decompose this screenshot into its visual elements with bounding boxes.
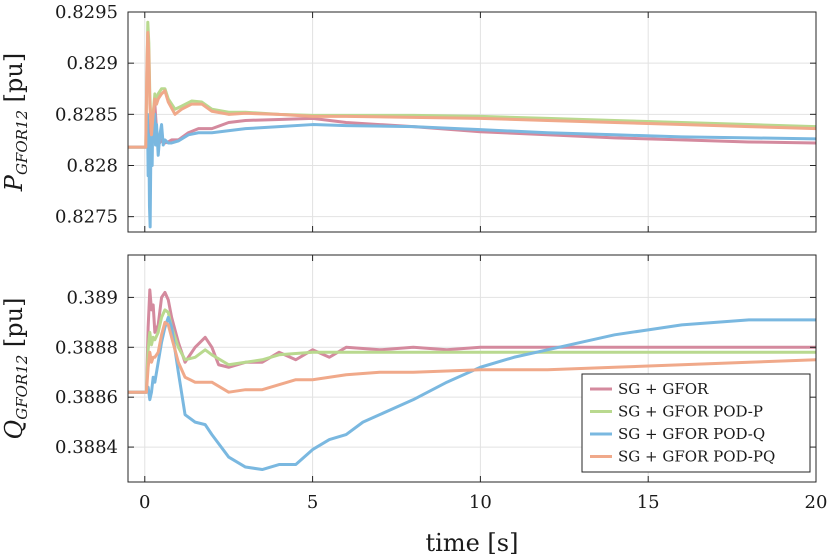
series-line-3 bbox=[128, 112, 816, 229]
legend-label: SG + GFOR bbox=[618, 380, 709, 398]
y-axis-label: QGFOR12 [pu] bbox=[0, 298, 31, 440]
y-tick-label: 0.3884 bbox=[55, 437, 118, 458]
legend-label: SG + GFOR POD-P bbox=[618, 403, 763, 421]
y-tick-label: 0.8295 bbox=[55, 2, 118, 23]
y-tick-label: 0.3888 bbox=[55, 337, 118, 358]
x-tick-label: 20 bbox=[805, 492, 828, 513]
x-axis-label: time [s] bbox=[426, 529, 519, 557]
series-line-2 bbox=[128, 308, 816, 394]
legend-label: SG + GFOR POD-PQ bbox=[618, 448, 775, 466]
axes-box bbox=[127, 254, 817, 483]
legend-box bbox=[581, 373, 811, 473]
series-line-1 bbox=[128, 288, 816, 394]
series-line-3 bbox=[128, 315, 816, 472]
series-line-4 bbox=[128, 320, 816, 394]
y-tick-label: 0.3886 bbox=[55, 387, 118, 408]
y-axis-label: PGFOR12 [pu] bbox=[0, 53, 31, 192]
chart-panel-1: 0.8275 0.828 0.8285 0.829 0.8295 PGFOR12 [pu] bbox=[0, 2, 817, 233]
x-tick-label: 10 bbox=[469, 492, 492, 513]
series-group bbox=[128, 288, 816, 472]
x-tick-label: 15 bbox=[637, 492, 660, 513]
y-tick-label: 0.8285 bbox=[55, 104, 118, 125]
y-tick-label: 0.828 bbox=[66, 155, 118, 176]
series-line-4 bbox=[128, 30, 816, 149]
x-tick-label: 0 bbox=[139, 492, 150, 513]
chart-panel-2: 0 5 10 15 20 0.3884 0.3886 0.3888 0.389 QGFOR12 [… bbox=[0, 254, 828, 557]
y-tick-label: 0.8275 bbox=[55, 207, 118, 228]
x-tick-label: 5 bbox=[307, 492, 318, 513]
legend-label: SG + GFOR POD-Q bbox=[618, 425, 765, 443]
axes-box bbox=[127, 11, 817, 233]
y-tick-label: 0.389 bbox=[66, 287, 118, 308]
series-group bbox=[128, 20, 816, 229]
y-tick-label: 0.829 bbox=[66, 53, 118, 74]
legend: SG + GFOR SG + GFOR POD-P SG + GFOR POD-Q S… bbox=[581, 373, 811, 473]
